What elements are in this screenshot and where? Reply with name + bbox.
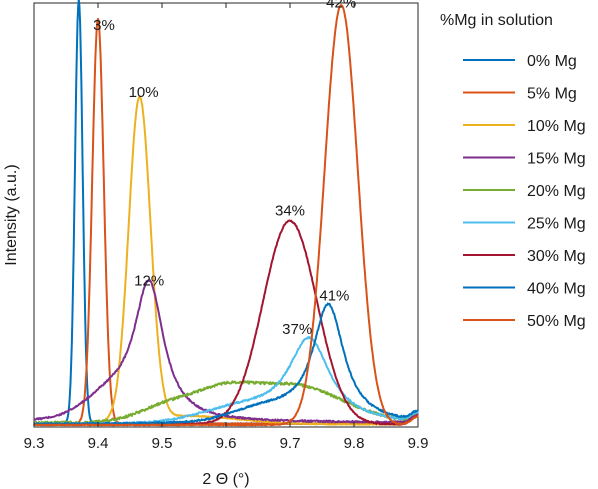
legend-item: 15% Mg xyxy=(463,151,586,168)
peak-label: 41% xyxy=(319,287,349,304)
legend-label: 20% Mg xyxy=(527,183,586,200)
legend-items: 0% Mg 5% Mg 10% Mg 15% Mg 20% Mg 25% Mg 30% Mg… xyxy=(463,53,586,330)
peak-label: 34% xyxy=(275,202,305,219)
x-tick-label: 9.6 xyxy=(216,435,237,452)
series-line xyxy=(33,380,419,425)
peak-label: 42% xyxy=(326,0,356,11)
peak-label: 12% xyxy=(134,272,164,289)
x-tick-layer: 9.3 9.4 9.5 9.6 9.7 9.8 9.9 xyxy=(24,3,429,452)
legend-label: 40% Mg xyxy=(527,281,586,298)
x-tick-label: 9.3 xyxy=(24,435,45,452)
peak-label: 10% xyxy=(129,84,159,101)
legend-item: 50% Mg xyxy=(463,313,586,330)
legend-item: 40% Mg xyxy=(463,281,586,298)
legend-title: %Mg in solution xyxy=(440,12,553,29)
x-tick-label: 9.4 xyxy=(88,435,109,452)
plot-area: 0%3%10%12%37%34%41%42% 9.39.49.59.69.79.… xyxy=(24,0,429,452)
legend-label: 0% Mg xyxy=(527,53,577,70)
legend-label: 15% Mg xyxy=(527,151,586,168)
legend-item: 0% Mg xyxy=(463,53,577,70)
legend-item: 25% Mg xyxy=(463,216,586,233)
peak-label-layer: 0% 3% 10% 12% 37% 34% 41% 42% xyxy=(64,0,356,338)
x-tick-label: 9.8 xyxy=(344,435,365,452)
legend-label: 50% Mg xyxy=(527,313,586,330)
peak-label: 3% xyxy=(93,17,115,34)
y-axis-title: Intensity (a.u.) xyxy=(3,164,20,265)
legend: %Mg in solution 0% Mg 5% Mg 10% Mg 15% Mg 20… xyxy=(440,12,586,330)
x-tick-label: 9.9 xyxy=(408,435,429,452)
peak-label: 37% xyxy=(282,321,312,338)
legend-item: 10% Mg xyxy=(463,118,586,135)
legend-label: 10% Mg xyxy=(527,118,586,135)
peak-label: 0% xyxy=(64,0,86,1)
legend-label: 25% Mg xyxy=(527,216,586,233)
x-tick-label: 9.5 xyxy=(152,435,173,452)
plot-frame xyxy=(33,2,419,428)
legend-item: 30% Mg xyxy=(463,248,586,265)
legend-item: 20% Mg xyxy=(463,183,586,200)
x-tick-label: 9.7 xyxy=(280,435,301,452)
legend-label: 5% Mg xyxy=(527,86,577,103)
x-axis-title: 2 Θ (°) xyxy=(202,471,249,488)
legend-item: 5% Mg xyxy=(463,86,577,103)
legend-label: 30% Mg xyxy=(527,248,586,265)
